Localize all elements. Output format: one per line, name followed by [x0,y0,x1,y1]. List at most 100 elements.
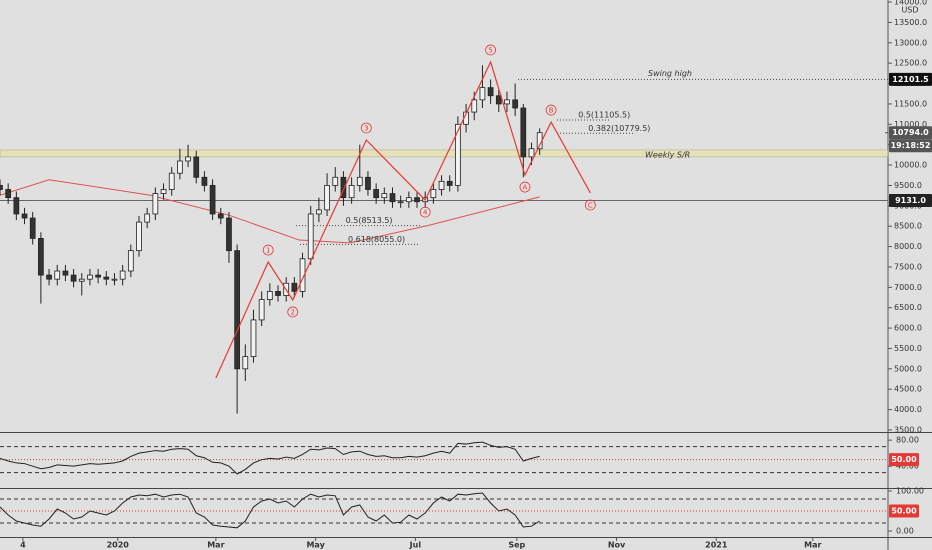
wave-marker [519,181,531,193]
pane-tag: 50.00 [891,455,917,464]
x-tick-label: Jul [409,541,422,550]
candle-body [504,99,510,105]
wave-path [215,60,591,379]
candle-body [177,160,183,174]
last-price-tag: 10794.0 [892,128,929,137]
candle-body [414,197,420,203]
wave-label: 1 [266,247,270,255]
countdown-tag: 19:18:52 [891,141,931,150]
candle-body [0,185,3,190]
wave-label: 4 [423,209,428,217]
candle-body [201,176,208,186]
y-tick-label: 13500.0 [894,18,927,27]
candle-body [258,299,265,321]
wave-label: 2 [290,308,294,316]
candle-body [119,270,126,280]
y-tick-label: 8000.0 [894,242,922,251]
wave-label: B [549,107,554,115]
fib-label: 0.5(8513.5) [346,216,393,225]
candle-body [127,250,134,272]
candle-body [242,356,249,370]
candle-body [168,172,175,190]
candle-body [528,148,535,158]
y-tick-label: 5500.0 [894,344,922,353]
candle-body [446,180,453,186]
y-tick-label: 13000.0 [894,38,927,47]
candle-body [226,217,232,252]
wave-marker [584,199,596,211]
support-tag: 9131.0 [895,196,926,205]
candle-body [405,197,412,203]
rsi-line [0,441,540,475]
y-tick-label: 9500.0 [894,181,922,190]
y-tick-label: 0.00 [896,527,914,536]
candle-body [365,176,371,190]
currency-label: USD [901,6,918,15]
candle-body [29,217,36,239]
sr-zone-label: Weekly S/R [645,150,690,159]
candle-body [348,185,355,199]
y-tick-label: 14000.0 [894,0,927,7]
candle-body [21,213,28,219]
fib-label: 0.618(8055.0) [348,235,405,244]
candle-body [438,180,445,190]
y-tick-label: 40.00 [896,462,919,471]
candle-body [103,276,110,280]
candle-body [185,156,191,162]
x-tick-label: 2021 [705,541,728,550]
y-tick-label: 6500.0 [894,303,922,312]
candle-body [217,213,224,219]
candle-body [299,258,306,292]
candle-body [291,282,298,292]
y-tick-label: 11500.0 [894,99,927,108]
y-tick-label: 80.00 [896,436,919,445]
pane-tag-bg [889,504,919,518]
stoch-line [0,492,540,529]
candle-body [397,201,404,204]
y-tick-label: 11000.0 [894,120,927,129]
candle-body [95,274,101,278]
candle-body [152,193,159,215]
wave-marker [360,122,372,134]
candle-body [430,189,437,199]
candle-body [332,176,339,186]
candle-body [373,189,379,199]
candle-body [193,156,200,178]
swing-high-label: Swing high [648,69,692,78]
candle-body [356,176,363,186]
x-tick-label: 2020 [107,541,130,550]
x-tick-label: Mar [207,541,224,550]
y-tick-label: 8500.0 [894,222,922,231]
x-tick-label: May [306,541,325,550]
candle-body [275,290,281,296]
y-tick-label: 3500.0 [894,425,922,434]
countdown-tag-bg [889,139,932,153]
candle-body [389,193,396,203]
candle-body [70,274,77,282]
wave-label: 3 [364,124,368,132]
pane-tag-bg [889,453,919,467]
candle-body [324,185,330,211]
wave-label: A [523,184,528,192]
y-tick-label: 7500.0 [894,262,922,271]
wave-marker [545,104,557,116]
candle-body [13,197,20,215]
y-tick-label: 4000.0 [894,405,922,414]
y-tick-label: 6000.0 [894,324,922,333]
candle-body [54,270,61,280]
wave-label: C [588,201,593,209]
wave-marker [262,244,274,256]
x-tick-label: Mar [804,541,821,550]
y-tick-label: 4500.0 [894,385,922,394]
candle-body [266,290,273,300]
candle-body [381,193,388,199]
candle-body [520,107,527,158]
candle-body [250,319,257,358]
y-tick-label: 7000.0 [894,283,922,292]
support-tag-bg [889,193,932,207]
sr-zone [0,149,889,158]
fib-label: 0.382(10779.5) [588,124,650,133]
